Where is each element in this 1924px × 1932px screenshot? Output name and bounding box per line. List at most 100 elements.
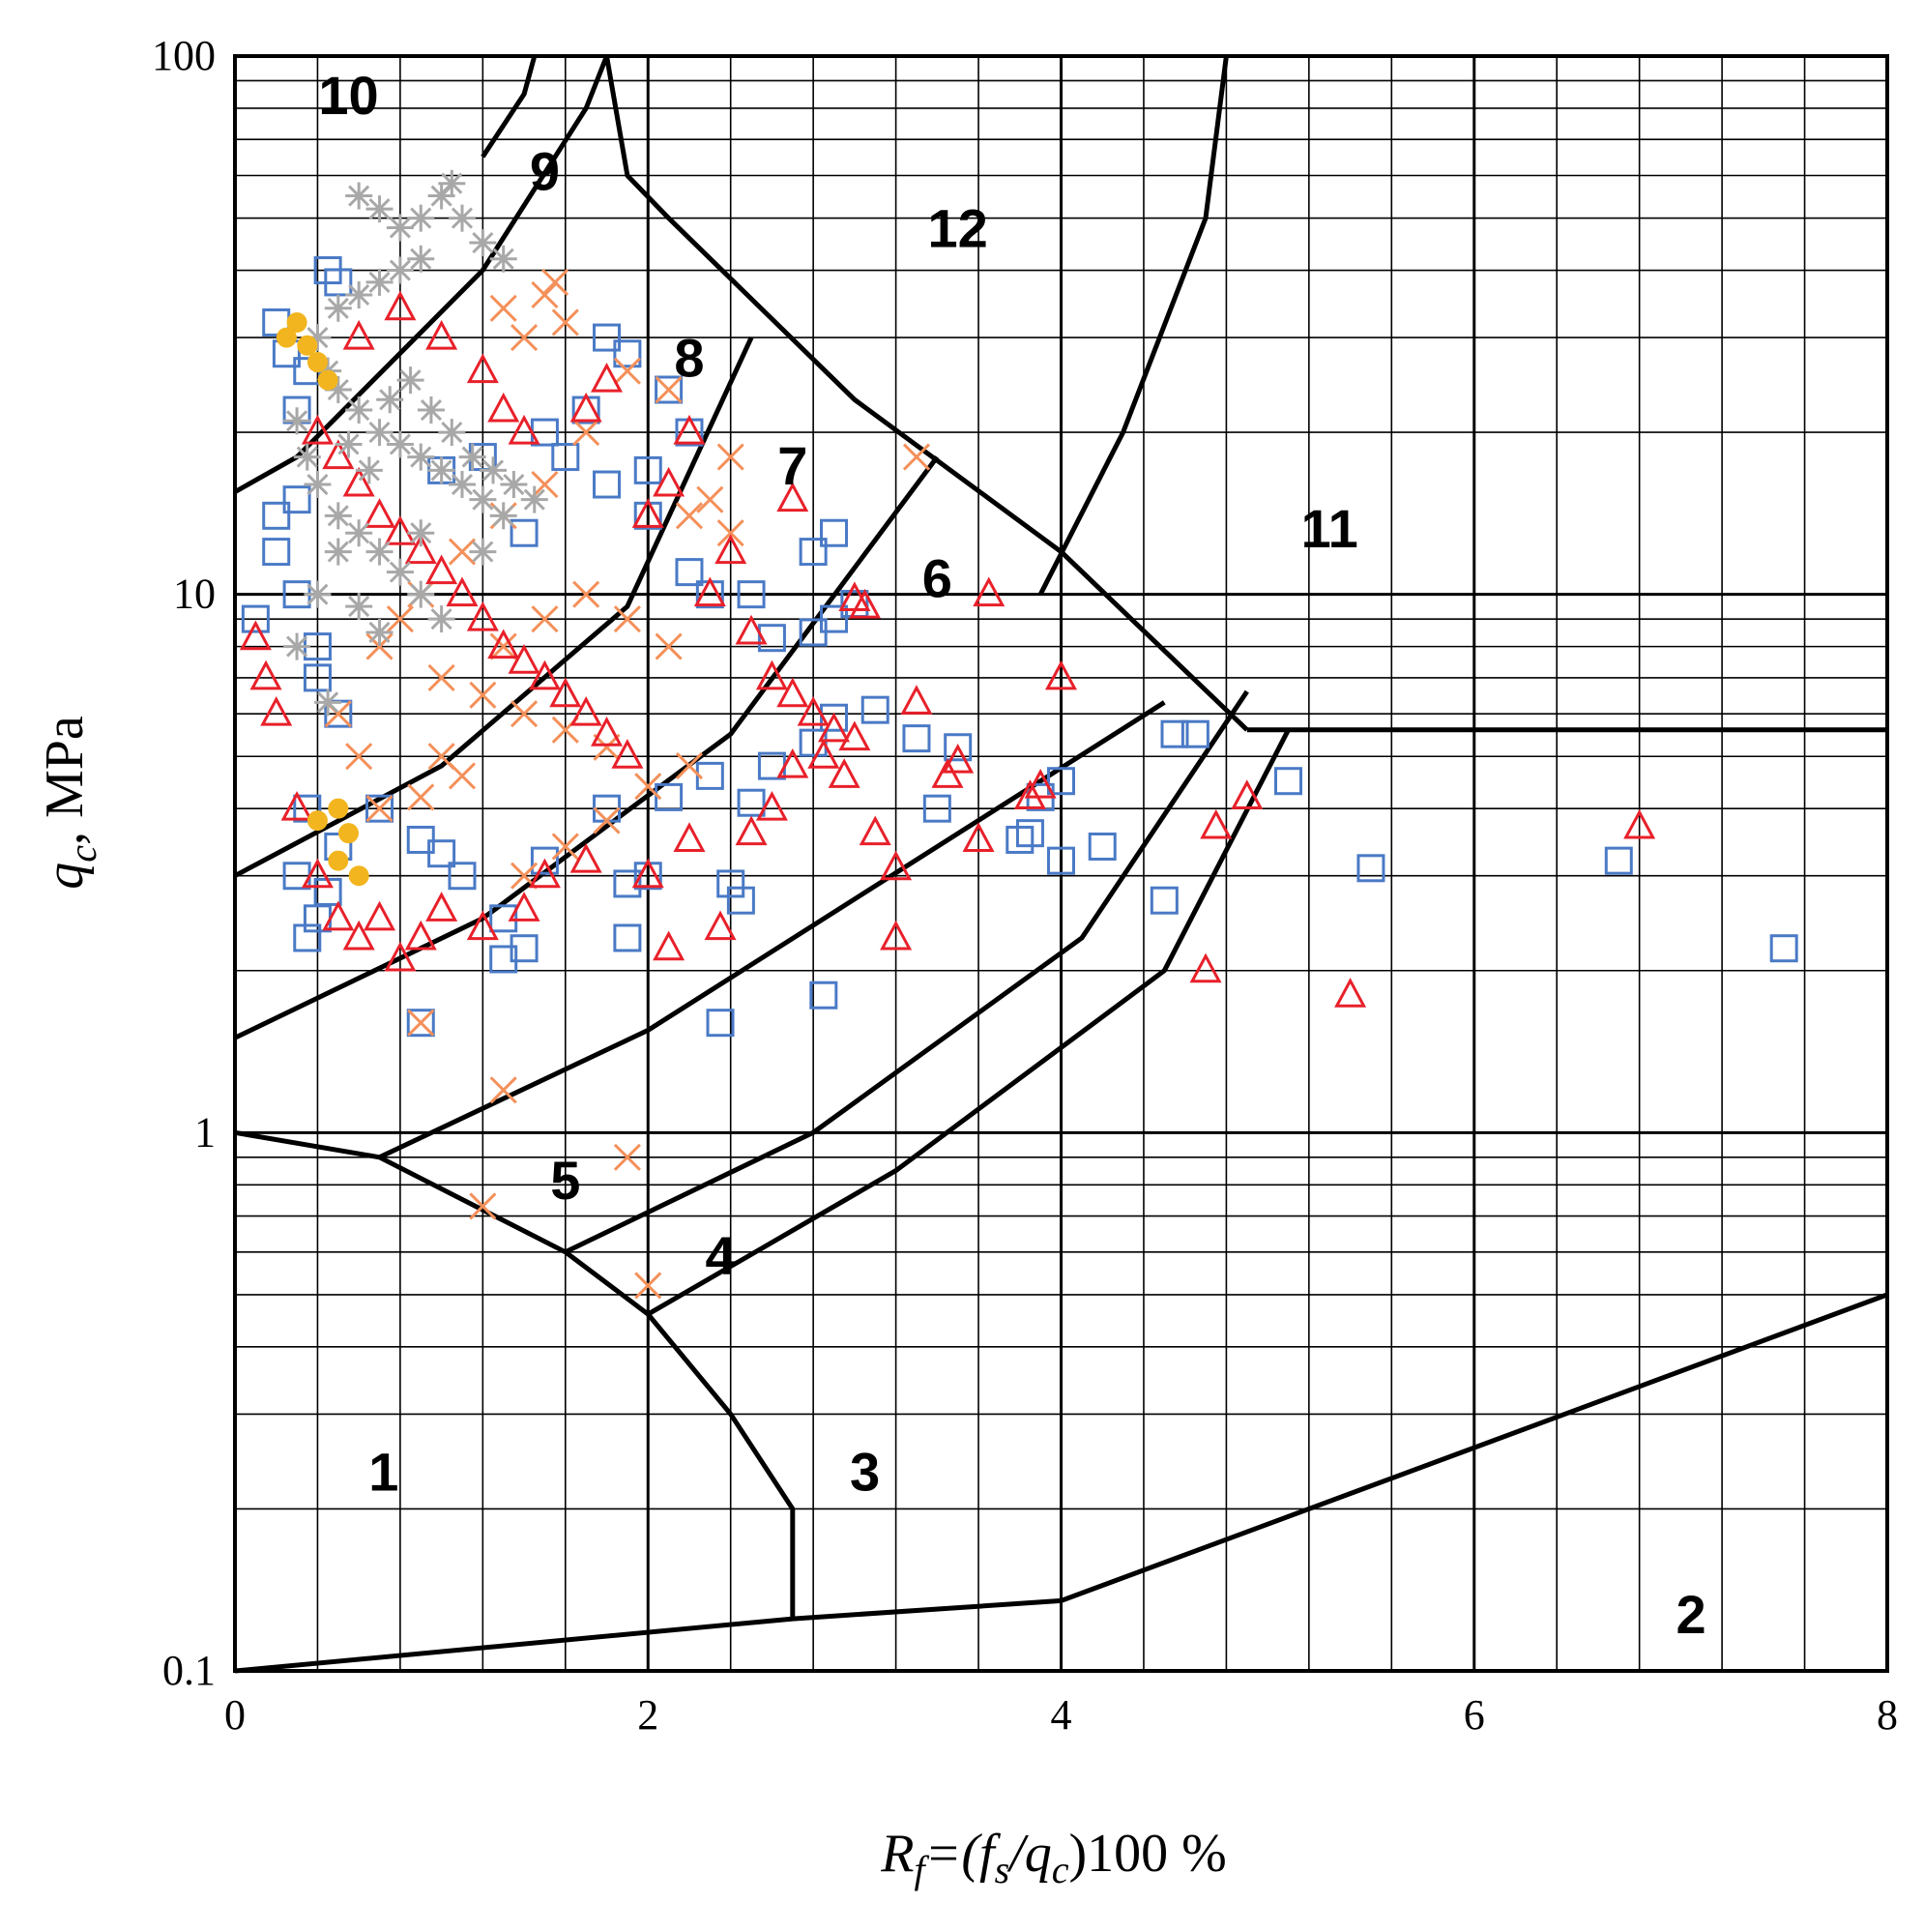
y-tick-label: 0.1 xyxy=(162,1647,216,1694)
y-tick-label: 1 xyxy=(194,1108,216,1156)
asterisk-marker xyxy=(324,502,352,530)
axis-ticks: 0 2 4 6 8 0.1 1 10 100 xyxy=(152,32,1898,1739)
asterisk-marker xyxy=(345,182,373,210)
triangle-marker xyxy=(653,930,685,961)
cross-marker xyxy=(489,1076,517,1104)
square-marker xyxy=(1047,846,1075,875)
cross-marker xyxy=(551,308,579,337)
square-marker xyxy=(799,538,828,567)
square-marker xyxy=(241,604,270,633)
asterisk-marker xyxy=(345,280,373,308)
asterisk-marker xyxy=(365,195,394,223)
cross-marker xyxy=(593,806,621,834)
cross-marker xyxy=(716,443,744,471)
triangle-marker xyxy=(631,498,664,528)
x-axis-title-q: q xyxy=(1025,1824,1052,1884)
asterisk-marker xyxy=(386,214,414,242)
y-axis-title-q: q xyxy=(35,863,95,890)
triangle-marker xyxy=(249,659,282,690)
x-axis-title-s: s xyxy=(995,1848,1010,1891)
dot-marker xyxy=(317,369,338,391)
cross-marker xyxy=(541,268,569,296)
triangle-marker xyxy=(425,554,458,585)
x-axis-title-eq: =( xyxy=(925,1824,983,1884)
boundary-line xyxy=(233,55,609,494)
triangle-marker xyxy=(1231,779,1264,809)
dot-marker xyxy=(348,865,369,887)
triangle-marker xyxy=(342,920,375,951)
asterisk-marker xyxy=(345,593,373,621)
triangle-marker xyxy=(611,739,644,769)
square-marker xyxy=(799,618,828,647)
boundary-line xyxy=(647,728,1291,1317)
asterisk-marker xyxy=(386,558,414,586)
dot-marker xyxy=(306,810,328,832)
triangle-marker xyxy=(466,600,499,631)
triangle-marker xyxy=(776,747,809,778)
zone-label-3: 3 xyxy=(850,1441,880,1502)
triangle-marker xyxy=(818,712,851,743)
cross-marker xyxy=(365,632,394,660)
square-marker xyxy=(282,485,311,514)
y-tick-label: 10 xyxy=(173,571,216,618)
square-marker xyxy=(655,782,684,811)
cross-marker xyxy=(469,1192,497,1220)
square-marker xyxy=(1047,767,1075,796)
cross-marker xyxy=(407,783,435,811)
cross-marker xyxy=(365,795,394,823)
series-asterisks xyxy=(283,169,548,717)
square-marker xyxy=(303,663,332,692)
triangle-marker xyxy=(508,414,540,445)
square-marker xyxy=(1088,832,1117,861)
square-marker xyxy=(706,1009,735,1038)
triangle-marker xyxy=(301,858,334,889)
square-marker xyxy=(293,923,322,952)
square-marker xyxy=(1356,854,1385,883)
dot-marker xyxy=(337,823,359,844)
zone-label-12: 12 xyxy=(928,197,988,258)
x-tick-label: 2 xyxy=(637,1691,658,1739)
square-marker xyxy=(448,862,477,891)
asterisk-marker xyxy=(386,430,414,458)
asterisk-marker xyxy=(365,538,394,566)
asterisk-marker xyxy=(489,502,517,530)
square-marker xyxy=(262,501,291,530)
triangle-marker xyxy=(1189,952,1222,983)
boundary-line xyxy=(233,455,940,1040)
square-marker xyxy=(1181,719,1210,748)
zone-label-7: 7 xyxy=(777,435,807,496)
asterisk-marker xyxy=(407,519,435,547)
triangle-marker xyxy=(776,677,809,708)
asterisk-marker xyxy=(376,386,404,414)
asterisk-marker xyxy=(520,485,548,513)
asterisk-marker xyxy=(324,538,352,566)
square-marker xyxy=(1769,934,1798,963)
triangle-marker xyxy=(1200,808,1233,839)
triangle-marker xyxy=(735,815,768,846)
boundary-line xyxy=(233,337,754,878)
square-marker xyxy=(1150,886,1179,915)
triangle-marker xyxy=(487,629,520,659)
dot-marker xyxy=(328,850,349,871)
triangle-marker xyxy=(569,392,602,423)
triangle-marker xyxy=(631,858,664,889)
cross-marker xyxy=(345,743,373,771)
square-marker xyxy=(737,580,766,609)
square-marker xyxy=(820,703,849,732)
square-marker xyxy=(293,794,322,823)
triangle-marker xyxy=(404,920,437,951)
dot-marker xyxy=(286,311,307,333)
triangle-marker xyxy=(900,685,933,715)
triangle-marker xyxy=(942,743,975,774)
triangle-marker xyxy=(704,910,737,941)
asterisk-marker xyxy=(489,245,517,273)
triangle-marker xyxy=(364,498,396,528)
triangle-marker xyxy=(1334,978,1367,1008)
cross-marker xyxy=(531,470,559,499)
asterisk-marker xyxy=(480,456,508,484)
asterisk-marker xyxy=(283,632,311,660)
x-axis-title-r: R xyxy=(880,1824,914,1884)
zone-label-5: 5 xyxy=(550,1150,580,1211)
cross-marker xyxy=(531,605,559,633)
square-marker xyxy=(799,728,828,757)
